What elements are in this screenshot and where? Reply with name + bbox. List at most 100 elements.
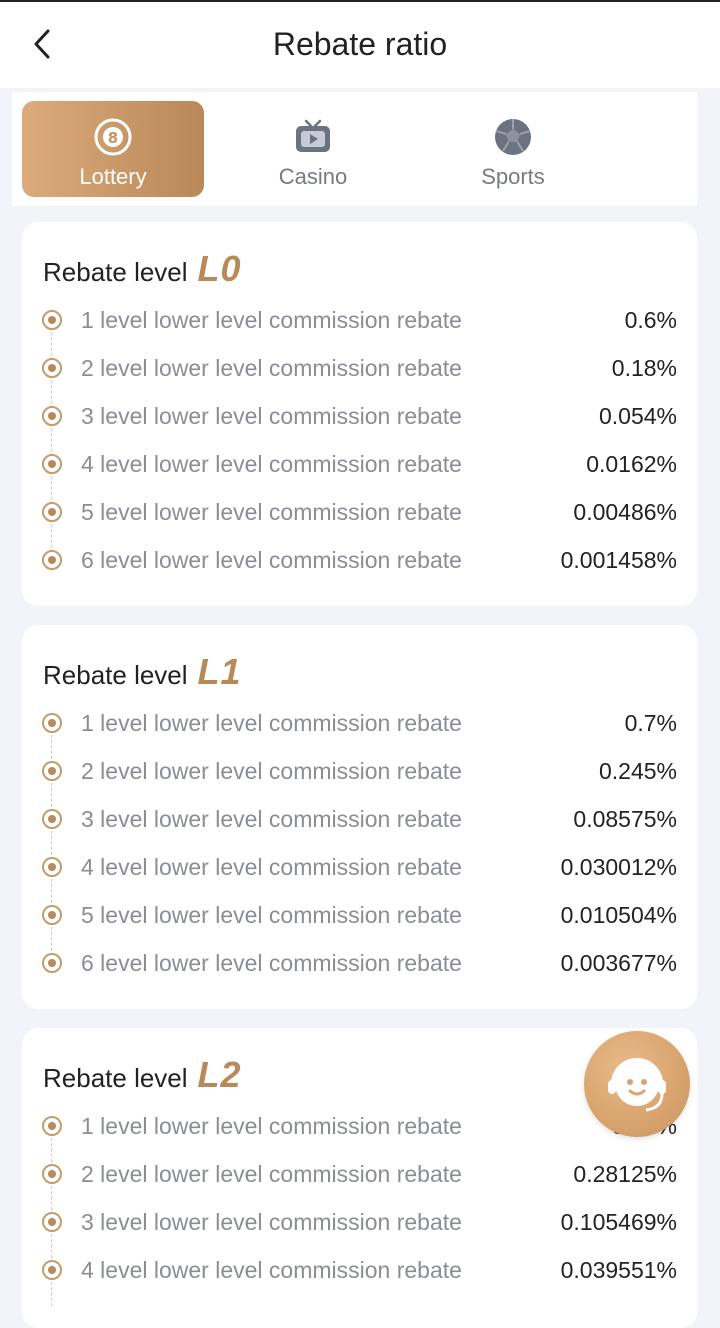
rebate-list: 1 level lower level commission rebate 0.… bbox=[22, 296, 697, 584]
bullet-icon bbox=[42, 358, 62, 378]
row-value: 0.030012% bbox=[560, 853, 677, 880]
row-label: 2 level lower level commission rebate bbox=[81, 354, 462, 381]
row-value: 0.003677% bbox=[560, 949, 677, 976]
lottery-ball-icon: 8 bbox=[93, 117, 133, 157]
card-title-label: Rebate level bbox=[43, 1063, 188, 1093]
tv-icon bbox=[293, 117, 333, 157]
connector-line bbox=[51, 1282, 52, 1306]
list-item: 6 level lower level commission rebate 0.… bbox=[22, 939, 697, 987]
list-item: 2 level lower level commission rebate 0.… bbox=[22, 747, 697, 807]
row-label: 3 level lower level commission rebate bbox=[81, 1208, 462, 1235]
list-item: 1 level lower level commission rebate 0.… bbox=[22, 699, 697, 759]
tab-sports[interactable]: Sports bbox=[422, 101, 604, 197]
row-value: 0.7% bbox=[624, 709, 677, 736]
connector-line bbox=[51, 428, 52, 452]
row-value: 0.6% bbox=[624, 306, 677, 333]
chevron-left-icon bbox=[34, 29, 50, 59]
connector-line bbox=[51, 879, 52, 903]
card-title: Rebate level L2 bbox=[43, 1054, 242, 1096]
connector-line bbox=[51, 927, 52, 951]
card-title-label: Rebate level bbox=[43, 257, 188, 287]
row-label: 2 level lower level commission rebate bbox=[81, 1160, 462, 1187]
bullet-icon bbox=[42, 857, 62, 877]
row-label: 4 level lower level commission rebate bbox=[81, 853, 462, 880]
row-label: 3 level lower level commission rebate bbox=[81, 805, 462, 832]
rebate-card-l1: Rebate level L1 1 level lower level comm… bbox=[22, 625, 697, 1009]
list-item: 3 level lower level commission rebate 0.… bbox=[22, 795, 697, 855]
connector-line bbox=[51, 735, 52, 759]
tab-lottery[interactable]: 8 Lottery bbox=[22, 101, 204, 197]
bullet-icon bbox=[42, 905, 62, 925]
bullet-icon bbox=[42, 761, 62, 781]
tab-sports-label: Sports bbox=[481, 164, 545, 189]
card-title-label: Rebate level bbox=[43, 660, 188, 690]
bullet-icon bbox=[42, 406, 62, 426]
bullet-icon bbox=[42, 953, 62, 973]
category-tabs: 8 Lottery Casino Sports bbox=[12, 92, 697, 206]
list-item: 3 level lower level commission rebate 0.… bbox=[22, 1198, 697, 1258]
row-label: 5 level lower level commission rebate bbox=[81, 901, 462, 928]
list-item: 2 level lower level commission rebate 0.… bbox=[22, 344, 697, 404]
row-value: 0.010504% bbox=[560, 901, 677, 928]
connector-line bbox=[51, 332, 52, 356]
list-item: 2 level lower level commission rebate 0.… bbox=[22, 1150, 697, 1210]
connector-line bbox=[51, 476, 52, 500]
row-label: 3 level lower level commission rebate bbox=[81, 402, 462, 429]
row-label: 4 level lower level commission rebate bbox=[81, 1256, 462, 1283]
row-value: 0.039551% bbox=[560, 1256, 677, 1283]
list-item: 5 level lower level commission rebate 0.… bbox=[22, 891, 697, 951]
list-item: 5 level lower level commission rebate 0.… bbox=[22, 488, 697, 548]
tab-casino-label: Casino bbox=[278, 164, 348, 189]
row-value: 0.28125% bbox=[573, 1160, 677, 1187]
level-badge: L2 bbox=[197, 1054, 242, 1095]
customer-service-icon bbox=[608, 1058, 666, 1112]
list-item: 3 level lower level commission rebate 0.… bbox=[22, 392, 697, 452]
rebate-card-l0: Rebate level L0 1 level lower level comm… bbox=[22, 222, 697, 606]
row-label: 1 level lower level commission rebate bbox=[81, 1112, 462, 1139]
row-label: 1 level lower level commission rebate bbox=[81, 709, 462, 736]
bullet-icon bbox=[42, 809, 62, 829]
list-item: 1 level lower level commission rebate 0.… bbox=[22, 296, 697, 356]
customer-service-button[interactable] bbox=[584, 1031, 690, 1137]
card-title: Rebate level L1 bbox=[43, 651, 242, 693]
row-label: 6 level lower level commission rebate bbox=[81, 949, 462, 976]
tab-lottery-label: Lottery bbox=[79, 164, 147, 189]
list-item: 4 level lower level commission rebate 0.… bbox=[22, 1246, 697, 1306]
bullet-icon bbox=[42, 713, 62, 733]
bullet-icon bbox=[42, 550, 62, 570]
row-value: 0.0162% bbox=[586, 450, 677, 477]
row-value: 0.105469% bbox=[560, 1208, 677, 1235]
row-value: 0.001458% bbox=[560, 546, 677, 573]
connector-line bbox=[51, 783, 52, 807]
row-label: 2 level lower level commission rebate bbox=[81, 757, 462, 784]
row-label: 5 level lower level commission rebate bbox=[81, 498, 462, 525]
connector-line bbox=[51, 1234, 52, 1258]
app-header: Rebate ratio bbox=[0, 0, 720, 88]
back-button[interactable] bbox=[24, 24, 60, 64]
connector-line bbox=[51, 1138, 52, 1162]
connector-line bbox=[51, 831, 52, 855]
row-value: 0.08575% bbox=[573, 805, 677, 832]
page-title: Rebate ratio bbox=[272, 26, 448, 62]
tab-ru[interactable]: Ru bbox=[622, 101, 697, 197]
bullet-icon bbox=[42, 1212, 62, 1232]
row-label: 1 level lower level commission rebate bbox=[81, 306, 462, 333]
tab-casino[interactable]: Casino bbox=[222, 101, 404, 197]
ball-icon bbox=[693, 117, 697, 157]
bullet-icon bbox=[42, 502, 62, 522]
list-item: 4 level lower level commission rebate 0.… bbox=[22, 843, 697, 903]
bullet-icon bbox=[42, 454, 62, 474]
connector-line bbox=[51, 380, 52, 404]
row-value: 0.00486% bbox=[573, 498, 677, 525]
bullet-icon bbox=[42, 1116, 62, 1136]
soccer-ball-icon bbox=[493, 117, 533, 157]
connector-line bbox=[51, 1186, 52, 1210]
level-badge: L1 bbox=[197, 651, 242, 692]
card-title: Rebate level L0 bbox=[43, 248, 242, 290]
bullet-icon bbox=[42, 1260, 62, 1280]
svg-text:8: 8 bbox=[108, 129, 118, 147]
row-value: 0.18% bbox=[611, 354, 677, 381]
rebate-card-l2: Rebate level L2 1 level lower level comm… bbox=[22, 1028, 697, 1328]
bullet-icon bbox=[42, 1164, 62, 1184]
list-item: 4 level lower level commission rebate 0.… bbox=[22, 440, 697, 500]
